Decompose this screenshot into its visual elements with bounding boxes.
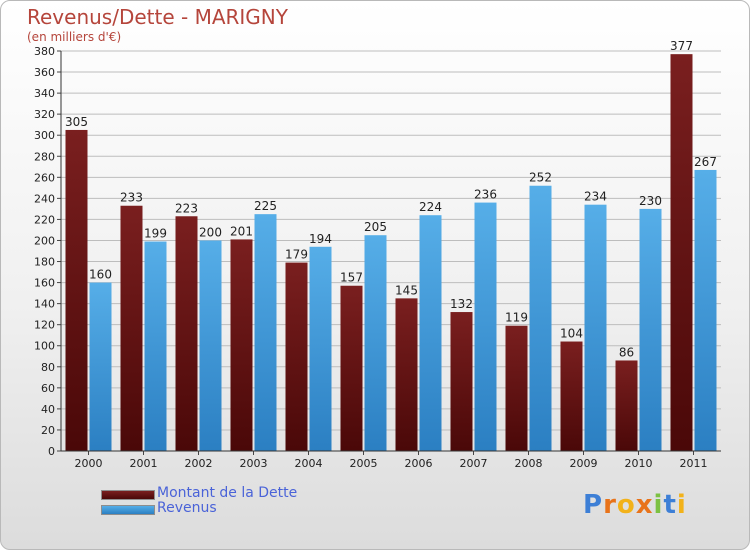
data-label-dette: 104 bbox=[560, 327, 583, 341]
proxiti-logo: Proxiti bbox=[583, 490, 687, 520]
x-tick-label: 2002 bbox=[185, 457, 213, 470]
data-label-revenus: 199 bbox=[144, 227, 167, 241]
axes: 0 20 40 60 80 100 120 140 160 180 200 220 240 260 280 3… bbox=[34, 45, 721, 470]
bar-revenus bbox=[254, 214, 277, 451]
logo-letter: i bbox=[653, 490, 664, 520]
data-label-revenus: 252 bbox=[529, 171, 552, 185]
bar-revenus bbox=[529, 185, 552, 451]
y-tick-label: 320 bbox=[34, 108, 55, 121]
y-tick-label: 380 bbox=[34, 45, 55, 58]
data-label-dette: 223 bbox=[175, 201, 198, 215]
data-label-dette: 119 bbox=[505, 311, 528, 325]
x-tick-label: 2009 bbox=[570, 457, 598, 470]
data-label-revenus: 230 bbox=[639, 194, 662, 208]
y-tick-label: 40 bbox=[41, 403, 55, 416]
data-label-revenus: 200 bbox=[199, 225, 222, 239]
legend-swatch-dette bbox=[101, 490, 155, 500]
y-tick-label: 360 bbox=[34, 66, 55, 79]
logo-letter: x bbox=[635, 490, 654, 520]
y-tick-label: 20 bbox=[41, 424, 55, 437]
data-label-revenus: 236 bbox=[474, 188, 497, 202]
data-label-dette: 132 bbox=[450, 297, 473, 311]
data-label-dette: 86 bbox=[619, 345, 634, 359]
bar-dette bbox=[230, 239, 253, 451]
legend-label-dette: Montant de la Dette bbox=[157, 485, 298, 501]
bar-dette bbox=[175, 216, 198, 451]
y-tick-label: 240 bbox=[34, 192, 55, 205]
bar-dette bbox=[285, 262, 308, 451]
data-label-dette: 145 bbox=[395, 283, 418, 297]
data-label-revenus: 225 bbox=[254, 199, 277, 213]
x-tick-label: 2004 bbox=[295, 457, 323, 470]
data-label-revenus: 205 bbox=[364, 220, 387, 234]
data-label-revenus: 194 bbox=[309, 232, 332, 246]
bar-revenus bbox=[309, 246, 332, 451]
logo-letter: t bbox=[663, 490, 677, 520]
bar-revenus bbox=[584, 204, 607, 451]
data-label-dette: 157 bbox=[340, 271, 363, 285]
chart-subtitle: (en milliers d'€) bbox=[27, 30, 122, 44]
x-tick-label: 2005 bbox=[350, 457, 378, 470]
y-tick-label: 160 bbox=[34, 277, 55, 290]
bar-dette bbox=[670, 54, 693, 451]
y-tick-label: 280 bbox=[34, 150, 55, 163]
x-tick-label: 2001 bbox=[130, 457, 158, 470]
y-tick-label: 60 bbox=[41, 382, 55, 395]
y-tick-label: 140 bbox=[34, 298, 55, 311]
bar-dette bbox=[395, 298, 418, 451]
data-label-revenus: 224 bbox=[419, 200, 442, 214]
chart-title: Revenus/Dette - MARIGNY bbox=[27, 5, 288, 29]
data-label-dette: 377 bbox=[670, 39, 693, 53]
y-tick-label: 0 bbox=[48, 445, 55, 458]
data-label-revenus: 267 bbox=[694, 155, 717, 169]
legend-label-revenus: Revenus bbox=[157, 500, 217, 516]
x-tick-label: 2000 bbox=[75, 457, 103, 470]
data-label-revenus: 234 bbox=[584, 190, 607, 204]
x-tick-label: 2006 bbox=[405, 457, 433, 470]
y-tick-label: 200 bbox=[34, 234, 55, 247]
y-tick-label: 80 bbox=[41, 361, 55, 374]
bar-dette bbox=[505, 325, 528, 451]
bar-dette bbox=[120, 205, 143, 451]
y-tick-label: 120 bbox=[34, 319, 55, 332]
x-tick-label: 2011 bbox=[680, 457, 708, 470]
bar-revenus bbox=[694, 169, 717, 451]
data-label-dette: 179 bbox=[285, 248, 308, 262]
y-tick-label: 300 bbox=[34, 129, 55, 142]
legend-swatch-revenus bbox=[101, 505, 155, 515]
bar-dette bbox=[450, 312, 473, 451]
bar-dette bbox=[615, 360, 638, 451]
bar-revenus bbox=[474, 202, 497, 451]
logo-letter: P bbox=[583, 490, 604, 520]
x-tick-label: 2003 bbox=[240, 457, 268, 470]
data-label-dette: 201 bbox=[230, 224, 253, 238]
logo-letter: r bbox=[603, 490, 617, 520]
y-tick-label: 180 bbox=[34, 256, 55, 269]
x-tick-label: 2010 bbox=[625, 457, 653, 470]
bar-revenus bbox=[89, 282, 112, 451]
bar-dette bbox=[560, 341, 583, 451]
data-label-dette: 305 bbox=[65, 115, 88, 129]
bar-revenus bbox=[419, 215, 442, 451]
logo-letter: i bbox=[676, 490, 687, 520]
y-tick-label: 100 bbox=[34, 340, 55, 353]
y-tick-label: 260 bbox=[34, 171, 55, 184]
data-label-revenus: 160 bbox=[89, 268, 112, 282]
data-label-dette: 233 bbox=[120, 191, 143, 205]
y-tick-label: 220 bbox=[34, 213, 55, 226]
bar-dette bbox=[340, 285, 363, 451]
y-tick-label: 340 bbox=[34, 87, 55, 100]
bar-revenus bbox=[639, 208, 662, 451]
logo-letter: o bbox=[616, 490, 636, 520]
bar-dette bbox=[65, 129, 88, 451]
bar-revenus bbox=[199, 240, 222, 451]
x-tick-label: 2007 bbox=[460, 457, 488, 470]
bar-revenus bbox=[364, 235, 387, 451]
x-tick-label: 2008 bbox=[515, 457, 543, 470]
bar-revenus bbox=[144, 241, 167, 451]
